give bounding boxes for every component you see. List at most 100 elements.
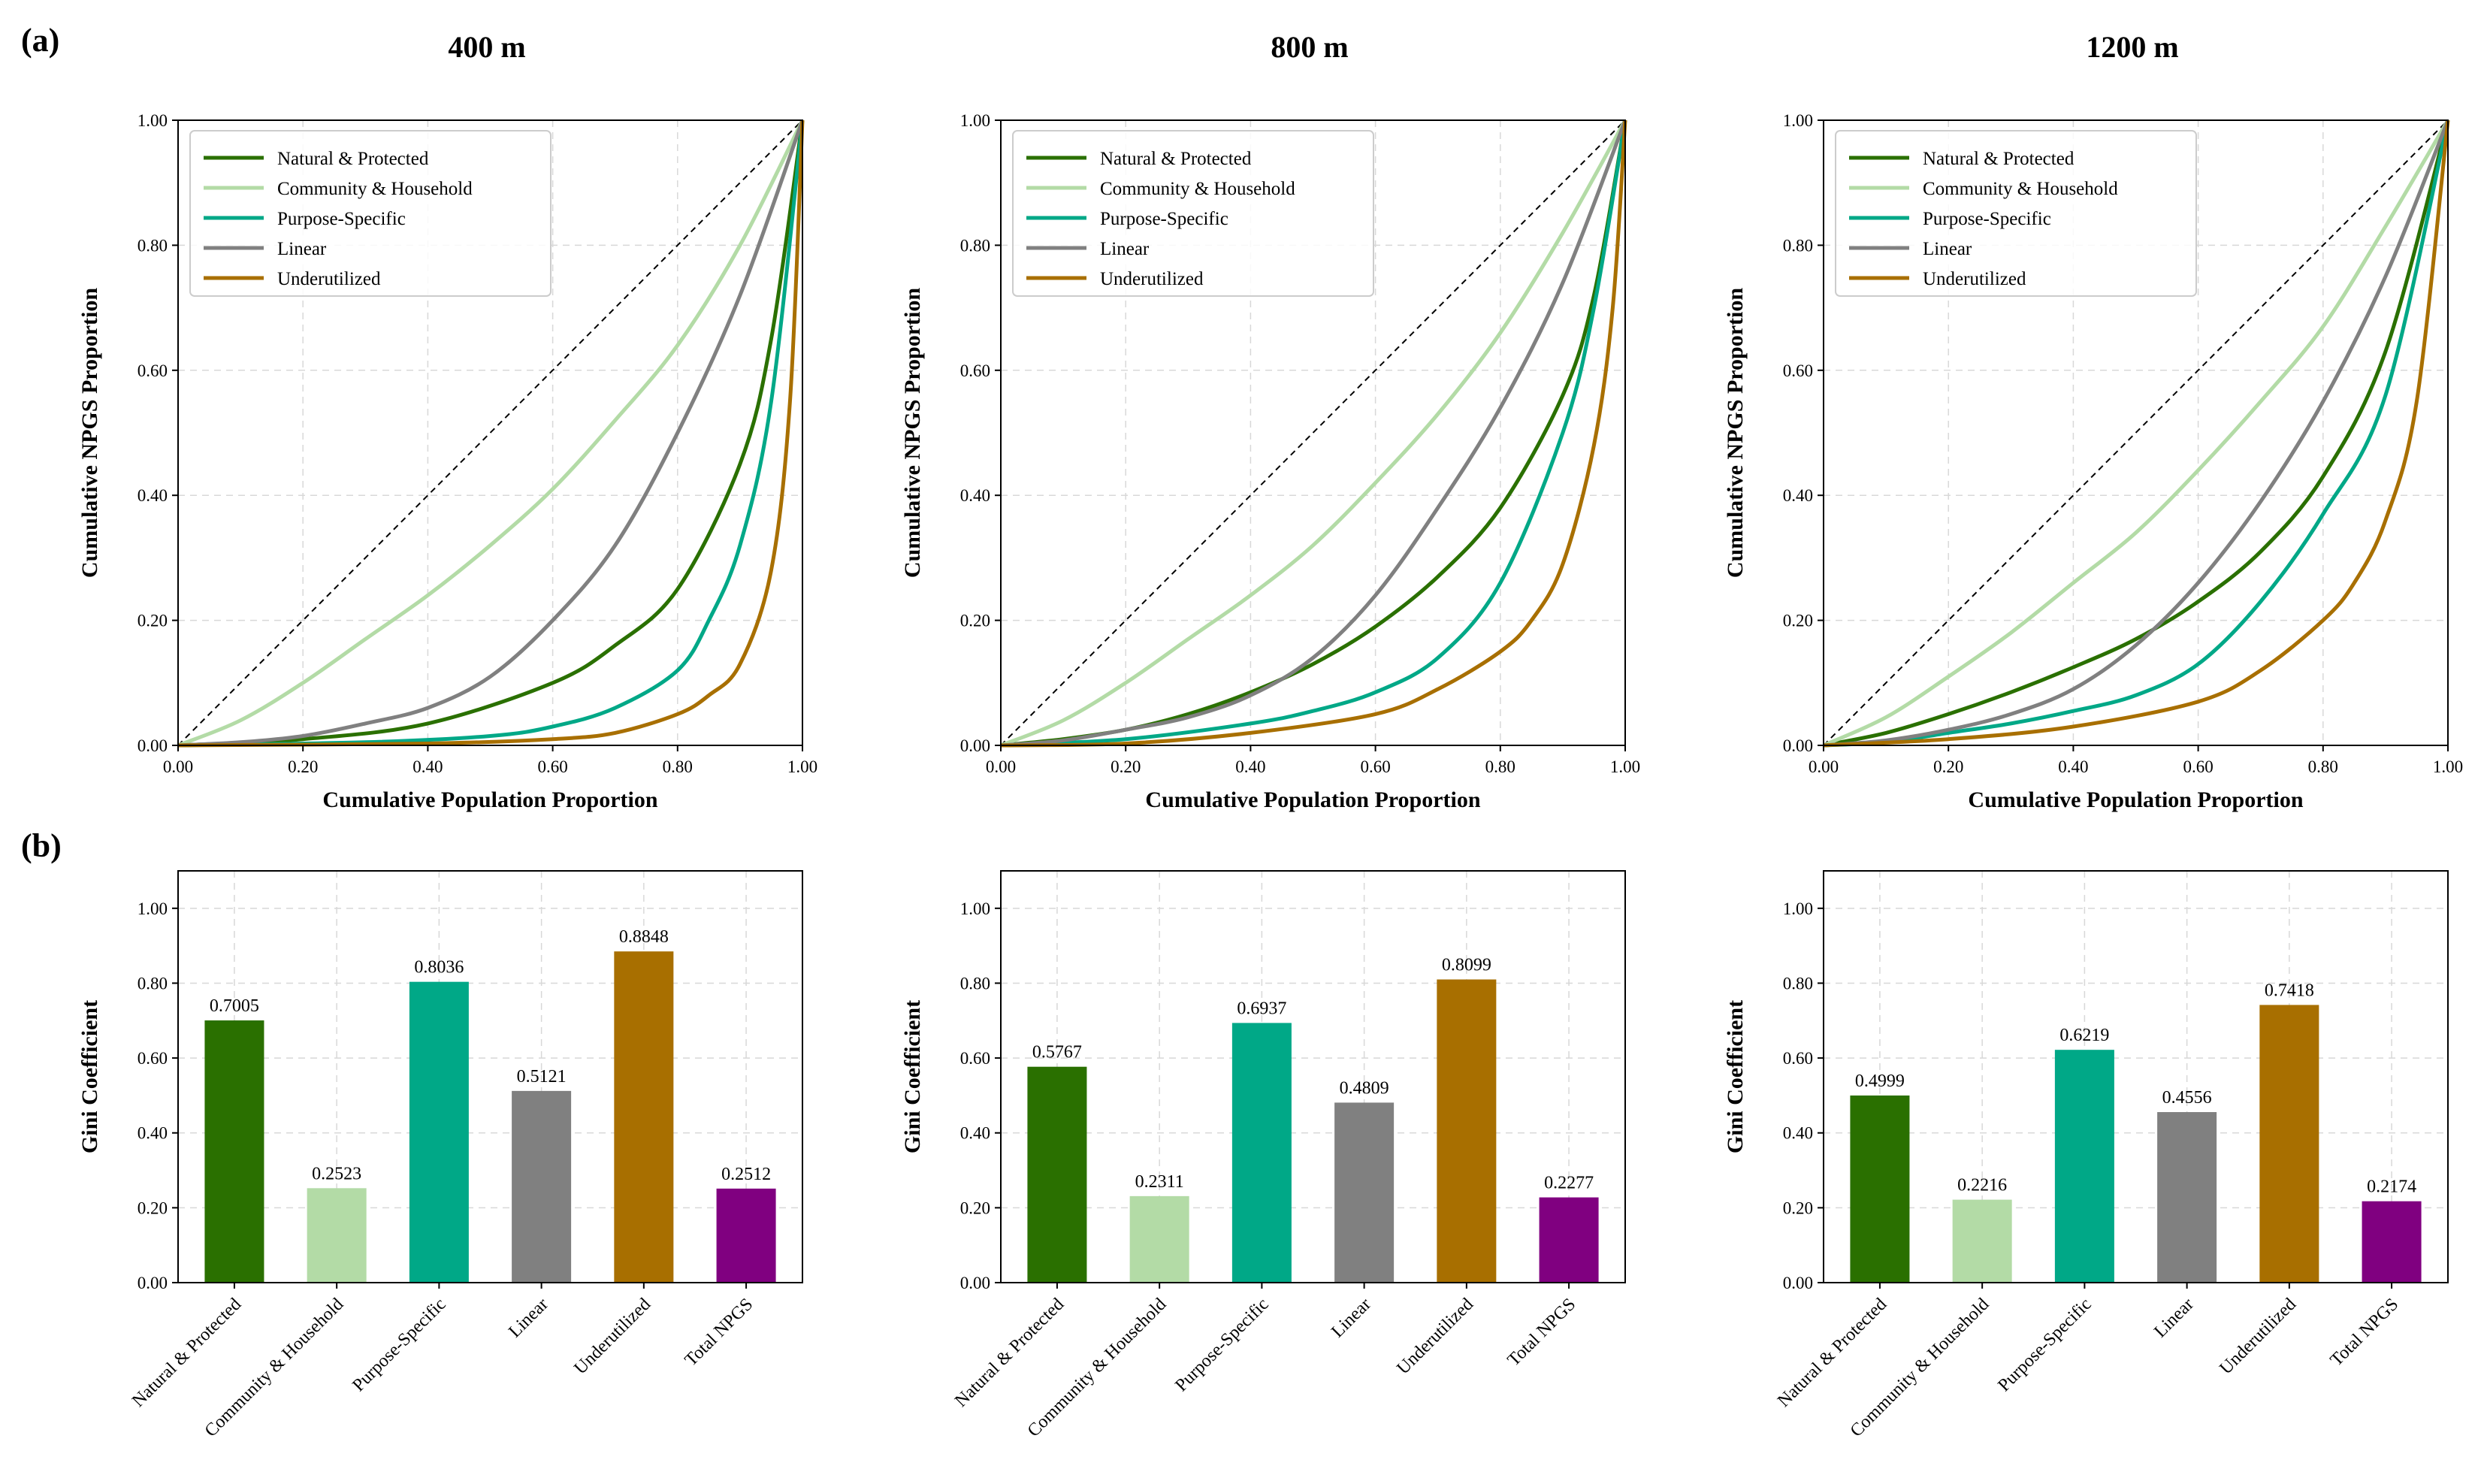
x-tick-label: 0.60 [1360,757,1390,776]
bar-purpose-specific [2054,1050,2114,1283]
bar-natural-protected [1850,1095,1910,1283]
y-tick-label: 0.20 [1783,612,1813,630]
y-tick-label: 0.80 [960,974,990,993]
x-tick-label: 0.20 [1111,757,1141,776]
x-tick-label: 0.00 [1809,757,1839,776]
bar-linear [1334,1102,1395,1283]
category-label-natural-protected: Natural & Protected [951,1295,1068,1411]
panel-b-label: (b) [21,827,62,864]
series-line-community-household [1822,119,2450,748]
x-tick-label: 0.40 [412,757,443,776]
y-tick-label: 0.60 [960,1049,990,1068]
y-tick-label: 0.00 [960,1274,990,1292]
bar-value-label: 0.2277 [1544,1174,1594,1193]
bar-underutilized [614,951,674,1283]
bar-value-label: 0.4809 [1340,1078,1389,1098]
bar-value-label: 0.5767 [1032,1043,1082,1062]
series-line-underutilized [1823,119,2450,748]
column-title-800m: 800 m [1271,30,1348,64]
y-tick-label: 0.00 [137,736,168,755]
lorenz-chart-1200-m: 0.00 0.00 0.20 0.20 0.40 0.40 0.60 0.60 0.80 0.80… [1723,111,2463,812]
x-axis-label: Cumulative Population Proportion [1145,787,1480,812]
x-tick-label: 1.00 [2433,757,2463,776]
category-label-linear: Linear [2150,1295,2198,1342]
x-tick-label: 0.40 [1235,757,1265,776]
legend-entry-linear: Linear [1100,239,1150,259]
legend-entry-linear: Linear [277,239,327,259]
x-tick-label: 0.20 [288,757,318,776]
legend-box [1835,130,2197,297]
bar-value-label: 0.2174 [2367,1177,2416,1197]
bar-community-household [1952,1199,2012,1283]
bar-value-label: 0.8036 [414,958,464,978]
gini-chart-800-m: 0.5767 0.2311 0.6937 0.4809 0.8099 0.2277 0.00… [900,870,1626,1441]
y-tick-label: 0.40 [1783,486,1813,505]
bar-value-label: 0.7418 [2265,981,2314,1000]
y-tick-label: 0.00 [960,736,990,755]
y-tick-label: 0.80 [1783,974,1813,993]
series-line-purpose-specific [177,119,805,748]
bar-value-label: 0.5121 [517,1067,567,1087]
series-line-natural-protected [1823,119,2450,748]
lorenz-chart-800-m: 0.00 0.00 0.20 0.20 0.40 0.40 0.60 0.60 0.80 0.80… [900,111,1640,812]
bar-natural-protected [1027,1066,1087,1283]
y-tick-label: 0.60 [137,1049,168,1068]
legend-entry-purpose-specific: Purpose-Specific [1923,209,2051,229]
legend-entry-natural-protected: Natural & Protected [277,149,429,169]
plot-frame [1000,870,1626,1283]
bar-linear [512,1090,572,1283]
x-axis-label: Cumulative Population Proportion [1968,787,2303,812]
y-axis-label: Gini Coefficient [1723,1000,1748,1153]
y-tick-label: 0.20 [137,1198,168,1217]
legend: Natural & Protected Community & Household… [1012,130,1374,297]
legend-entry-underutilized: Underutilized [277,269,381,289]
series-line-community-household [177,119,805,748]
y-tick-label: 1.00 [137,899,168,918]
category-label-linear: Linear [505,1295,552,1342]
y-tick-label: 0.60 [1783,361,1813,380]
panel-a-label: (a) [21,22,59,59]
x-tick-label: 0.80 [2308,757,2338,776]
column-title-400m: 400 m [448,30,525,64]
y-tick-label: 0.00 [1783,1274,1813,1292]
bar-value-label: 0.8099 [1442,956,1491,975]
legend: Natural & Protected Community & Household… [1835,130,2197,297]
column-title-1200m: 1200 m [2086,30,2178,64]
bar-value-label: 0.2512 [721,1165,771,1184]
plot-frame [177,870,803,1283]
y-tick-label: 0.40 [960,486,990,505]
y-tick-label: 0.80 [137,236,168,255]
series-line-linear [177,119,805,748]
gini-chart-400-m: 0.7005 0.2523 0.8036 0.5121 0.8848 0.2512 0.00… [77,870,803,1441]
legend-entry-community-household: Community & Household [277,179,473,199]
x-tick-label: 1.00 [1610,757,1640,776]
y-tick-label: 0.20 [960,1198,990,1217]
x-tick-label: 0.00 [163,757,193,776]
y-tick-label: 0.60 [137,361,168,380]
y-tick-label: 0.40 [960,1124,990,1143]
x-axis-label: Cumulative Population Proportion [322,787,657,812]
legend-entry-underutilized: Underutilized [1100,269,1204,289]
category-label-total-npgs: Total NPGS [1504,1295,1580,1371]
x-tick-label: 0.60 [2183,757,2213,776]
y-tick-label: 0.40 [137,1124,168,1143]
plot-frame [1823,119,2449,746]
y-tick-label: 0.60 [1783,1049,1813,1068]
y-tick-label: 0.00 [1783,736,1813,755]
category-label-total-npgs: Total NPGS [2327,1295,2403,1371]
category-label-underutilized: Underutilized [570,1295,654,1379]
y-tick-label: 0.80 [960,236,990,255]
x-tick-label: 0.00 [986,757,1016,776]
series-line-linear [1823,119,2450,748]
bar-value-label: 0.8848 [619,927,669,947]
bar-value-label: 0.7005 [210,996,259,1016]
legend-entry-natural-protected: Natural & Protected [1100,149,1252,169]
y-axis-label: Gini Coefficient [900,1000,925,1153]
x-tick-label: 0.60 [537,757,567,776]
legend-entry-natural-protected: Natural & Protected [1923,149,2075,169]
lorenz-chart-400-m: 0.00 0.00 0.20 0.20 0.40 0.40 0.60 0.60 0.80 0.80… [77,111,817,812]
legend-entry-purpose-specific: Purpose-Specific [1100,209,1228,229]
bar-value-label: 0.4999 [1855,1071,1905,1091]
series-line-natural-protected [177,119,805,748]
bar-natural-protected [204,1020,264,1283]
